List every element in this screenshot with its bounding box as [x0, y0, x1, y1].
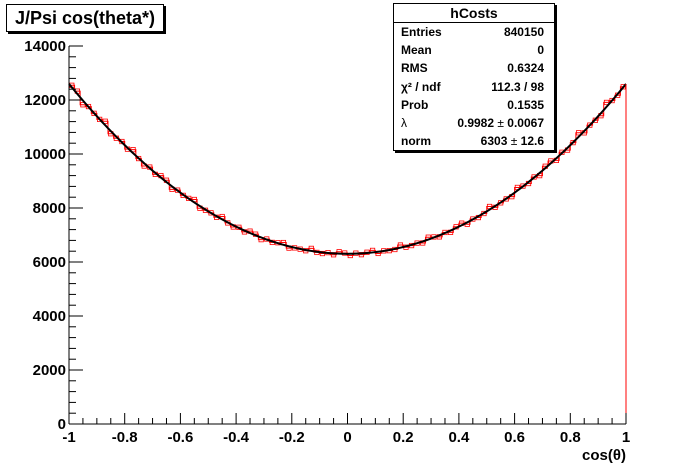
- x-tick-label: -0.4: [223, 429, 250, 446]
- stats-row-prob: Prob 0.1535: [394, 96, 554, 114]
- histogram-bin: [85, 103, 92, 110]
- histogram-bin: [520, 183, 526, 189]
- y-tick-label: 10000: [24, 146, 66, 163]
- stats-value: 0: [537, 43, 544, 58]
- plus-minus-icon: ±: [494, 115, 508, 130]
- stats-key: norm: [401, 134, 431, 149]
- fit-curve: [68, 83, 627, 424]
- histogram-bin: [570, 140, 576, 146]
- histogram-bin: [186, 195, 192, 202]
- histogram-bin: [503, 196, 509, 202]
- stats-row-entries: Entries 840150: [394, 23, 554, 41]
- histogram-bin: [136, 155, 142, 162]
- stats-value: 0.6324: [507, 61, 544, 76]
- x-tick-label: -1: [62, 429, 75, 446]
- x-tick-label: 0.4: [448, 429, 470, 446]
- stats-key: Prob: [401, 97, 429, 112]
- y-tick-label: 6000: [33, 254, 66, 271]
- stats-row-lambda: λ 0.9982 ± 0.0067: [394, 114, 554, 132]
- histogram-bin: [587, 122, 593, 128]
- stats-error: 12.6: [520, 134, 544, 149]
- histogram-bin: [609, 97, 615, 104]
- x-tick-label: -0.6: [167, 429, 193, 446]
- stats-value: 0.9982: [457, 115, 495, 130]
- stats-value: 0.1535: [507, 97, 544, 112]
- stats-value-with-error: 0.9982 ± 0.0067: [457, 114, 544, 132]
- stats-key: Entries: [401, 25, 442, 39]
- histogram-bin: [91, 110, 97, 116]
- y-tick-label: 14000: [24, 38, 66, 55]
- plus-minus-icon: ±: [507, 134, 521, 149]
- histogram-bin: [97, 116, 103, 122]
- x-tick-label: -0.8: [112, 429, 138, 446]
- axes: -1 -0.8 -0.6 -0.4 -0.2 0 0.2 0.4 0.6 0.8 1 0 2000 400…: [24, 38, 630, 446]
- y-tick-label: 2000: [33, 362, 66, 379]
- stats-error: 0.0067: [507, 115, 544, 130]
- stats-value: 840150: [503, 25, 544, 39]
- stats-value-with-error: 6303 ± 12.6: [481, 132, 544, 150]
- stats-value: 6303: [480, 134, 508, 149]
- stats-box: hCosts Entries 840150 Mean 0 RMS 0.6324 …: [393, 3, 555, 152]
- stats-key: χ² / ndf: [401, 79, 441, 94]
- x-tick-label: 0.2: [393, 429, 414, 446]
- histogram-bin: [603, 99, 610, 106]
- x-tick-label: 1: [622, 429, 630, 446]
- stats-key: Mean: [401, 43, 432, 58]
- stats-row-chi2: χ² / ndf 112.3 / 98: [394, 78, 554, 96]
- plot-title: J/Psi cos(theta*): [6, 4, 165, 32]
- plot-title-text: J/Psi cos(theta*): [15, 8, 156, 28]
- stats-key: λ: [401, 115, 407, 130]
- stats-row-mean: Mean 0: [394, 41, 554, 59]
- stats-row-rms: RMS 0.6324: [394, 59, 554, 77]
- x-tick-label: 0.8: [560, 429, 581, 446]
- histogram-bin: [576, 130, 582, 136]
- y-tick-label: 0: [58, 416, 66, 433]
- fit-line: [68, 83, 627, 255]
- y-tick-label: 12000: [24, 92, 66, 109]
- histogram-bin: [102, 118, 108, 124]
- stats-key: RMS: [401, 61, 428, 76]
- y-tick-label: 4000: [33, 308, 66, 325]
- histogram-bin: [80, 102, 86, 108]
- x-axis-label: cos(θ): [582, 447, 626, 464]
- stats-row-norm: norm 6303 ± 12.6: [394, 132, 554, 150]
- stats-name: hCosts: [394, 4, 554, 23]
- x-tick-label: 0: [343, 429, 351, 446]
- y-tick-label: 8000: [33, 200, 66, 217]
- stats-value: 112.3 / 98: [491, 79, 544, 94]
- histogram-bin: [620, 84, 626, 90]
- x-tick-label: -0.2: [279, 429, 305, 446]
- x-tick-label: 0.6: [504, 429, 525, 446]
